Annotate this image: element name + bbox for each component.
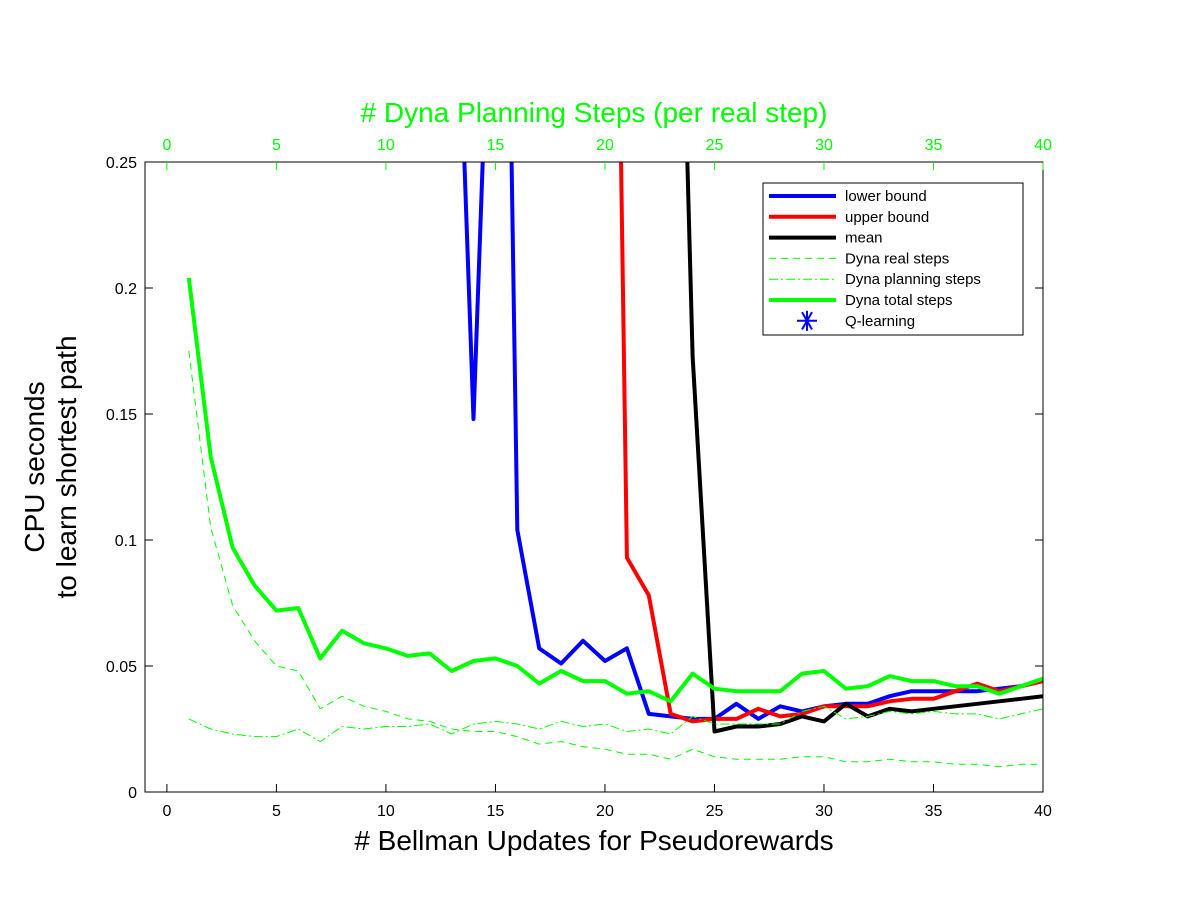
y-tick-label: 0: [128, 785, 137, 802]
y-tick-label: 0.25: [106, 155, 137, 172]
series-group: [186, 162, 1043, 768]
x-tick-label: 25: [706, 803, 724, 820]
legend-label-q-learning: Q-learning: [845, 313, 915, 330]
series-line-mean: [685, 162, 1043, 734]
x-tick-label: 30: [815, 803, 833, 820]
top-x-tick-label: 5: [272, 137, 281, 154]
x-tick-label: 15: [487, 803, 505, 820]
x-tick-label: 40: [1034, 803, 1052, 820]
x-tick-label: 5: [272, 803, 281, 820]
y-tick-label: 0.05: [106, 659, 137, 676]
top-x-tick-label: 0: [162, 137, 171, 154]
x-axis-label: # Bellman Updates for Pseudorewards: [354, 825, 833, 856]
legend-label-lower-bound: lower bound: [845, 188, 927, 205]
series-line-lower-bound: [462, 162, 1043, 721]
top-x-tick-label: 20: [596, 137, 614, 154]
top-x-tick-label: 25: [706, 137, 724, 154]
top-x-tick-label: 15: [487, 137, 505, 154]
legend-label-dyna-total-steps: Dyna total steps: [845, 292, 953, 309]
x-tick-label: 10: [377, 803, 395, 820]
legend-label-dyna-planning-steps: Dyna planning steps: [845, 271, 981, 288]
top-x-axis-label: # Dyna Planning Steps (per real step): [361, 97, 828, 128]
legend-box: [762, 182, 1024, 336]
plot-frame: [144, 161, 1044, 793]
y-tick-label: 0.1: [115, 533, 137, 550]
legend-label-mean: mean: [845, 230, 883, 247]
top-x-tick-label: 40: [1034, 137, 1052, 154]
y-axis-label-line-2: to learn shortest path: [51, 335, 82, 598]
x-tick-label: 20: [596, 803, 614, 820]
legend-label-dyna-real-steps: Dyna real steps: [845, 250, 949, 267]
series-line-dyna-total-steps: [186, 277, 1043, 704]
x-tick-label: 35: [925, 803, 943, 820]
top-x-tick-label: 30: [815, 137, 833, 154]
y-axis-label-line-1: CPU seconds: [19, 381, 50, 552]
top-x-tick-label: 10: [377, 137, 395, 154]
legend-swatch-q-learning: [797, 310, 817, 331]
series-line-dyna-real-steps: [188, 350, 1043, 768]
x-tick-label: 0: [162, 803, 171, 820]
legend: lower bound upper bound mean Dyna real step…: [762, 182, 1024, 336]
y-tick-label: 0.15: [106, 407, 137, 424]
axes-group: 0 5 10 15 20 25 30 35 40 0 5 10 15 20 25 30 35 40 0 0.05 0.1…: [106, 137, 1052, 820]
y-axis-label: CPU seconds to learn shortest path: [19, 335, 82, 598]
top-x-tick-label: 35: [925, 137, 943, 154]
y-tick-label: 0.2: [115, 281, 137, 298]
series-line-dyna-planning-steps: [188, 705, 1043, 743]
legend-label-upper-bound: upper bound: [845, 209, 929, 226]
